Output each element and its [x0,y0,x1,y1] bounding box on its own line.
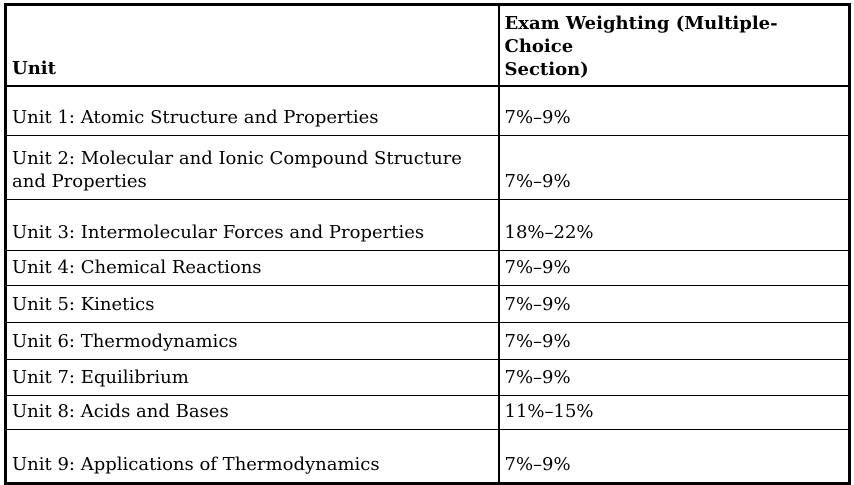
unit-cell: Unit 1: Atomic Structure and Properties [5,85,500,136]
weighting-cell: 7%–9% [498,321,850,360]
weighting-cell: 7%–9% [498,134,850,200]
weighting-cell: 7%–9% [498,85,850,136]
table-stage: Unit Exam Weighting (Multiple-Choice Sec… [4,3,851,485]
unit-cell: Unit 7: Equilibrium [5,358,500,396]
table-row: Unit 7: Equilibrium 7%–9% [5,358,850,396]
unit-cell: Unit 2: Molecular and Ionic Compound Str… [5,134,500,200]
unit-cell: Unit 3: Intermolecular Forces and Proper… [5,198,500,251]
weighting-cell: 11%–15% [498,394,850,430]
unit-cell: Unit 8: Acids and Bases [5,394,500,430]
table-row: Unit 2: Molecular and Ionic Compound Str… [5,134,850,200]
unit-cell: Unit 4: Chemical Reactions [5,249,500,286]
weighting-cell: 7%–9% [498,249,850,286]
table-row: Unit 5: Kinetics 7%–9% [5,284,850,323]
header-row: Unit Exam Weighting (Multiple-Choice Sec… [5,4,850,87]
exam-weighting-table: Unit Exam Weighting (Multiple-Choice Sec… [4,3,851,485]
table-row: Unit 6: Thermodynamics 7%–9% [5,321,850,360]
weighting-cell: 7%–9% [498,284,850,323]
column-header-unit: Unit [5,4,500,87]
unit-cell: Unit 5: Kinetics [5,284,500,323]
table-row: Unit 1: Atomic Structure and Properties … [5,85,850,136]
table-row: Unit 8: Acids and Bases 11%–15% [5,394,850,430]
unit-cell: Unit 6: Thermodynamics [5,321,500,360]
table-row: Unit 4: Chemical Reactions 7%–9% [5,249,850,286]
table-row: Unit 9: Applications of Thermodynamics 7… [5,428,850,484]
weighting-cell: 18%–22% [498,198,850,251]
weighting-cell: 7%–9% [498,358,850,396]
unit-cell: Unit 9: Applications of Thermodynamics [5,428,500,484]
table-header: Unit Exam Weighting (Multiple-Choice Sec… [5,4,850,87]
column-header-exam-weighting: Exam Weighting (Multiple-Choice Section) [498,4,850,87]
table-body: Unit 1: Atomic Structure and Properties … [5,85,850,484]
table-row: Unit 3: Intermolecular Forces and Proper… [5,198,850,251]
weighting-cell: 7%–9% [498,428,850,484]
